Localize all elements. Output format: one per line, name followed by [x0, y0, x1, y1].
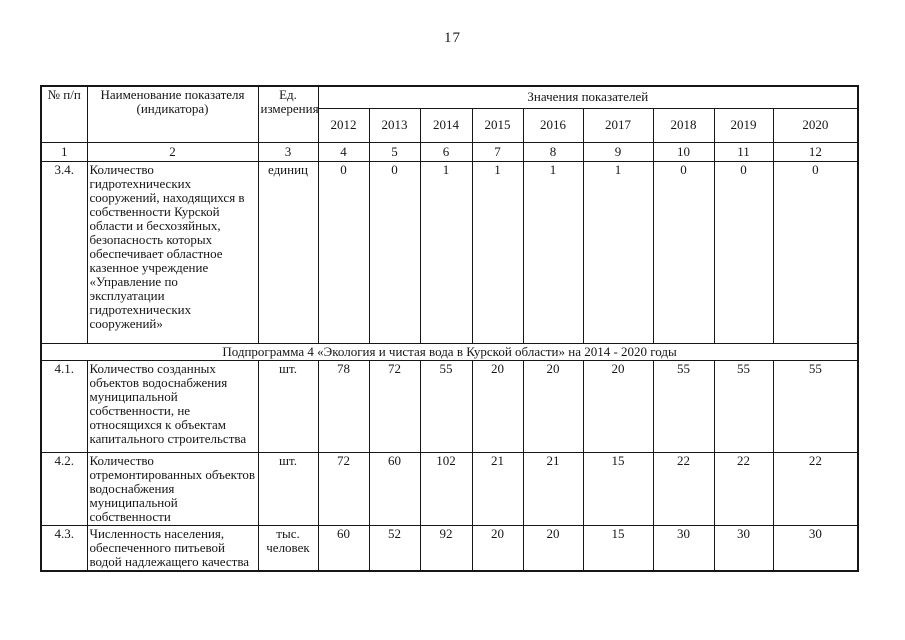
- value-cell: 20: [471, 524, 524, 571]
- value-cell: 0: [713, 160, 774, 344]
- value-cell: 30: [713, 524, 774, 571]
- value-cell: 20: [522, 524, 584, 571]
- header-values-group: Значения показателей: [317, 85, 859, 109]
- value-cell: 21: [471, 451, 524, 526]
- value-cell: 20: [471, 359, 524, 453]
- page-number: 17: [444, 30, 461, 46]
- indicator-name-cell: Количество созданных объектов водоснабже…: [86, 359, 259, 453]
- table-row-3-4: 3.4. Количество гидротехнических сооруже…: [40, 160, 859, 344]
- value-cell: 55: [713, 359, 774, 453]
- value-cell: 1: [419, 160, 473, 344]
- value-cell: 22: [713, 451, 774, 526]
- table-row-4-2: 4.2. Количество отремонтированных объект…: [40, 451, 859, 526]
- value-cell: 15: [582, 524, 654, 571]
- header-row-number: № п/п: [40, 85, 88, 143]
- value-cell: 1: [582, 160, 654, 344]
- indicator-name-cell: Количество отремонтированных объектов во…: [86, 451, 259, 526]
- value-cell: 1: [471, 160, 524, 344]
- value-cell: 0: [317, 160, 370, 344]
- unit-cell: тыс. человек: [257, 524, 319, 571]
- column-number-cell: 9: [582, 141, 654, 162]
- table-header-row-years: 2012 2013 2014 2015 2016 2017 2018 2019 …: [41, 107, 859, 143]
- year-header: 2012: [317, 107, 370, 143]
- column-numbering-row: 1 2 3 4 5 6 7 8 9 10 11 12: [40, 141, 859, 162]
- column-number-cell: 3: [257, 141, 319, 162]
- value-cell: 22: [652, 451, 715, 526]
- row-number-cell: 4.3.: [40, 524, 88, 571]
- year-header: 2019: [713, 107, 774, 143]
- value-cell: 15: [582, 451, 654, 526]
- column-number-cell: 2: [86, 141, 259, 162]
- value-cell: 30: [652, 524, 715, 571]
- row-number-cell: 3.4.: [40, 160, 88, 344]
- value-cell: 102: [419, 451, 473, 526]
- value-cell: 78: [317, 359, 370, 453]
- table-row-4-1: 4.1. Количество созданных объектов водос…: [40, 359, 859, 453]
- value-cell: 21: [522, 451, 584, 526]
- year-header: 2015: [471, 107, 524, 143]
- row-number-cell: 4.2.: [40, 451, 88, 526]
- column-number-cell: 12: [772, 141, 859, 162]
- subprogram-banner: Подпрограмма 4 «Экология и чистая вода в…: [40, 342, 859, 361]
- unit-cell: единиц: [257, 160, 319, 344]
- value-cell: 52: [368, 524, 421, 571]
- value-cell: 72: [317, 451, 370, 526]
- table-row-4-3: 4.3. Численность населения, обеспеченног…: [40, 524, 859, 571]
- column-number-cell: 4: [317, 141, 370, 162]
- column-number-cell: 11: [713, 141, 774, 162]
- column-number-cell: 10: [652, 141, 715, 162]
- indicator-name-cell: Количество гидротехнических сооружений, …: [86, 160, 259, 344]
- value-cell: 1: [522, 160, 584, 344]
- value-cell: 0: [772, 160, 859, 344]
- value-cell: 92: [419, 524, 473, 571]
- year-header: 2013: [368, 107, 421, 143]
- value-cell: 60: [368, 451, 421, 526]
- value-cell: 0: [652, 160, 715, 344]
- header-indicator-name: Наименование показателя (индикатора): [86, 85, 259, 143]
- value-cell: 20: [522, 359, 584, 453]
- year-header: 2014: [419, 107, 473, 143]
- row-number-cell: 4.1.: [40, 359, 88, 453]
- column-number-cell: 1: [40, 141, 88, 162]
- table-header-row-1: № п/п Наименование показателя (индикатор…: [40, 85, 859, 143]
- year-header: 2016: [522, 107, 584, 143]
- value-cell: 55: [419, 359, 473, 453]
- column-number-cell: 5: [368, 141, 421, 162]
- value-cell: 22: [772, 451, 859, 526]
- value-cell: 20: [582, 359, 654, 453]
- value-cell: 55: [772, 359, 859, 453]
- year-header: 2018: [652, 107, 715, 143]
- value-cell: 60: [317, 524, 370, 571]
- column-number-cell: 6: [419, 141, 473, 162]
- unit-cell: шт.: [257, 451, 319, 526]
- header-unit: Ед. измерения: [257, 85, 319, 143]
- column-number-cell: 8: [522, 141, 584, 162]
- value-cell: 55: [652, 359, 715, 453]
- year-header: 2017: [582, 107, 654, 143]
- value-cell: 72: [368, 359, 421, 453]
- value-cell: 0: [368, 160, 421, 344]
- unit-cell: шт.: [257, 359, 319, 453]
- column-number-cell: 7: [471, 141, 524, 162]
- year-header: 2020: [772, 107, 859, 143]
- indicator-name-cell: Численность населения, обеспеченного пит…: [86, 524, 259, 571]
- subprogram-banner-row: Подпрограмма 4 «Экология и чистая вода в…: [40, 342, 859, 361]
- indicators-table: № п/п Наименование показателя (индикатор…: [40, 85, 860, 572]
- value-cell: 30: [772, 524, 859, 571]
